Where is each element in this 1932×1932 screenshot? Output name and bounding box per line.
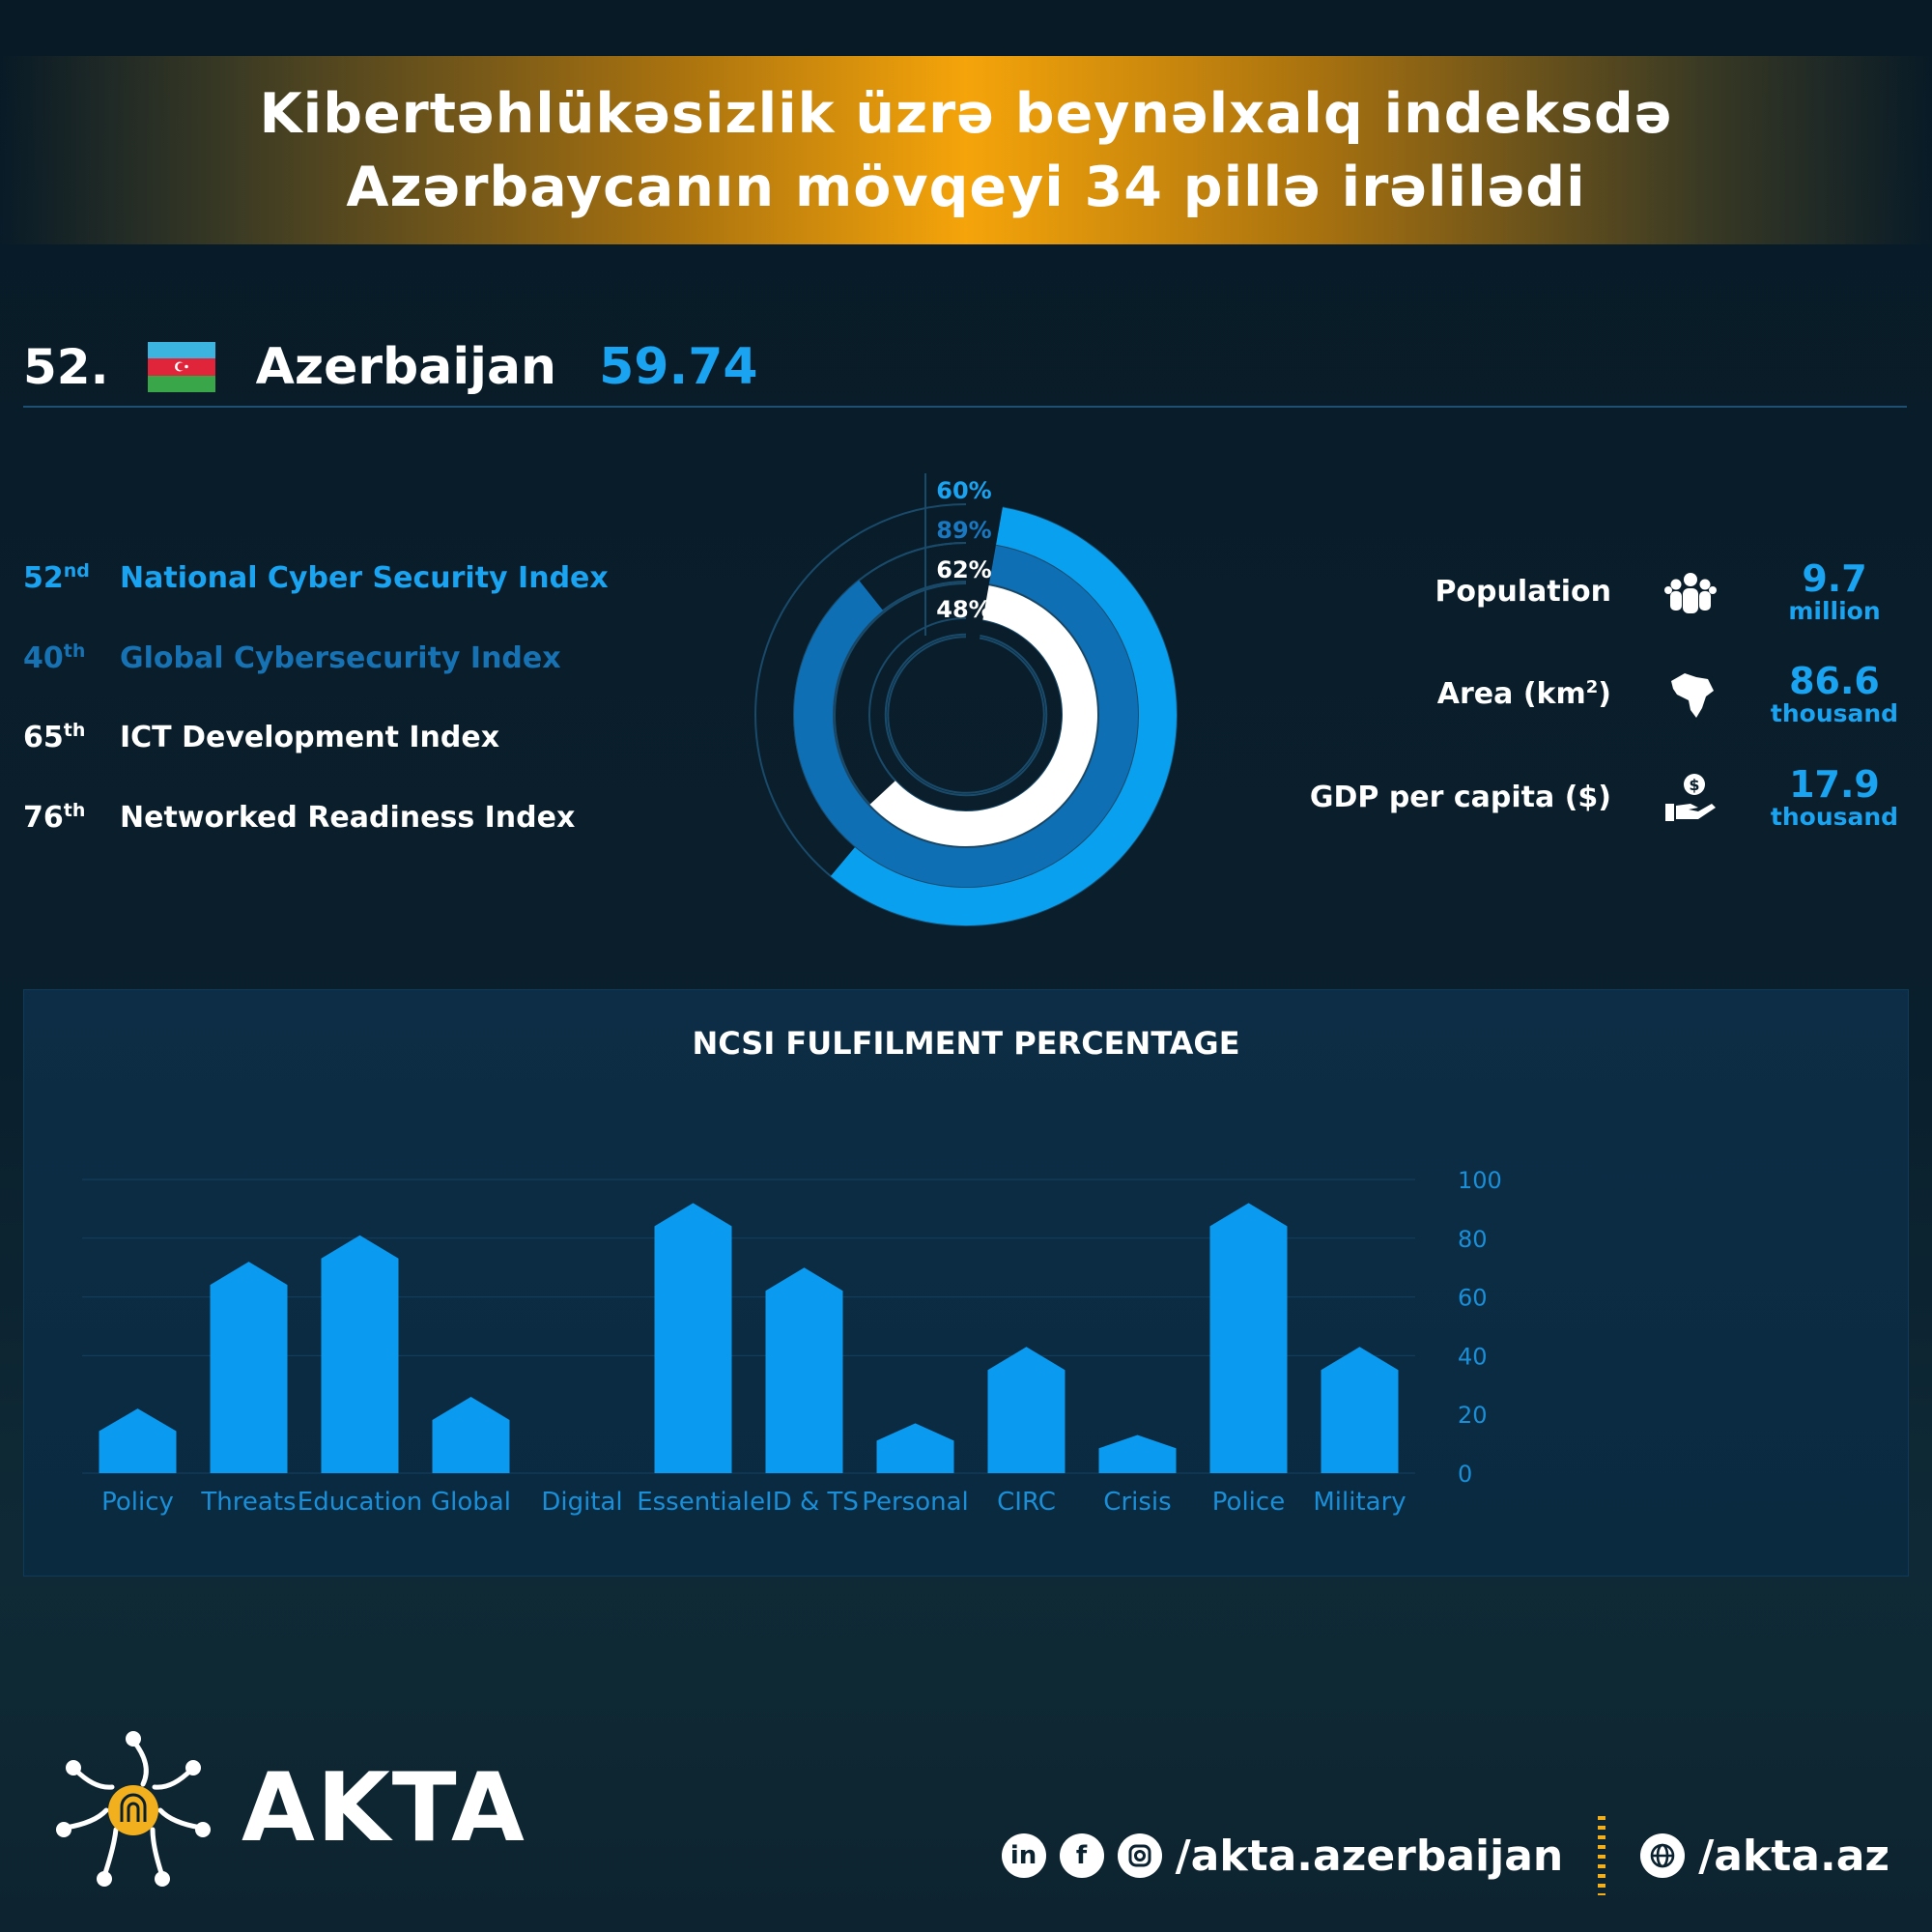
facebook-icon[interactable]: f (1059, 1833, 1104, 1878)
y-tick-label: 60 (1458, 1285, 1488, 1312)
ncsi-chart-panel: NCSI FULFILMENT PERCENTAGE 100 80 60 40 20 0 P… (23, 989, 1909, 1577)
instagram-icon[interactable] (1117, 1833, 1162, 1878)
people-icon (1662, 563, 1719, 621)
bar-Global (432, 1396, 510, 1473)
ring-arc-89% (794, 545, 1138, 887)
country-score: 59.74 (599, 338, 758, 396)
stat-gdp: GDP per capita ($) $ 17.9 thousand (1302, 766, 1907, 829)
index-name: Networked Readiness Index (120, 800, 576, 835)
x-tick-label: Essential (637, 1488, 750, 1517)
linkedin-icon[interactable]: in (1001, 1833, 1046, 1878)
y-tick-label: 40 (1458, 1343, 1488, 1370)
map-icon (1662, 666, 1719, 724)
bar-Military (1321, 1347, 1399, 1473)
svg-text:$: $ (1689, 776, 1699, 794)
x-tick-label: Digital (541, 1488, 622, 1517)
stat-value: 86.6 thousand (1770, 660, 1899, 727)
index-ring-chart: 60% 89% 62% 48% (754, 473, 1178, 926)
title-banner: Kibertəhlükəsizlik üzrə beynəlxalq indek… (0, 56, 1932, 244)
chart-title: NCSI FULFILMENT PERCENTAGE (692, 1025, 1240, 1062)
stat-population: Population 9.7 million (1302, 560, 1907, 623)
index-item-ncsi: 52nd National Cyber Security Index (23, 560, 609, 595)
bar-Threats (210, 1262, 288, 1473)
x-tick-label: Global (431, 1488, 511, 1517)
x-tick-label: Policy (101, 1488, 174, 1517)
banner-title-line-2: Azərbaycanın mövqeyi 34 pillə irəlilədi (346, 155, 1586, 219)
index-item-gci: 40th Global Cybersecurity Index (23, 640, 561, 675)
money-hand-icon: $ (1662, 769, 1719, 827)
bar-CIRC (987, 1347, 1065, 1473)
bar-Personal (876, 1423, 954, 1473)
x-tick-label: eID & TS (750, 1488, 859, 1517)
ring-label: 62% (936, 556, 991, 583)
social-handle[interactable]: /akta.azerbaijan (1175, 1831, 1564, 1881)
bar-Education (321, 1235, 399, 1473)
web-handle[interactable]: /akta.az (1698, 1831, 1889, 1881)
index-name: ICT Development Index (120, 720, 500, 754)
akta-emblem-icon (56, 1731, 211, 1887)
social-links: in f /akta.azerbaijan /akta.az (1001, 1816, 1889, 1895)
stat-label: Area (km2) (1436, 677, 1611, 711)
stat-value: 17.9 thousand (1770, 763, 1899, 831)
x-tick-label: Personal (862, 1488, 969, 1517)
ncsi-bar-chart: 100 80 60 40 20 0 Policy Threats Education Global… (82, 1167, 1502, 1517)
banner-title-line-1: Kibertəhlükəsizlik üzrə beynəlxalq indek… (259, 81, 1673, 146)
index-item-ict: 65th ICT Development Index (23, 720, 499, 754)
bar-eID & TS (765, 1267, 843, 1473)
x-tick-label: Police (1212, 1488, 1285, 1517)
ring-label: 48% (936, 596, 991, 623)
x-tick-label: Threats (200, 1488, 296, 1517)
x-tick-label: Military (1313, 1488, 1406, 1517)
bar-Police (1209, 1203, 1288, 1473)
index-rank: 52nd (23, 560, 90, 595)
brand-name: AKTA (242, 1753, 526, 1863)
ring-arc-60% (830, 507, 1177, 925)
akta-logo: AKTA (46, 1721, 526, 1895)
index-name: Global Cybersecurity Index (120, 640, 561, 675)
ring-arc-48% (969, 637, 1045, 794)
y-tick-label: 80 (1458, 1226, 1488, 1253)
country-header: 52. Azerbaijan 59.74 (23, 333, 758, 401)
bar-Essential (654, 1203, 732, 1473)
country-name: Azerbaijan (255, 338, 557, 396)
azerbaijan-flag-icon (147, 342, 215, 392)
index-rank: 40th (23, 640, 86, 675)
x-tick-label: Education (298, 1488, 422, 1517)
stat-area: Area (km2) 86.6 thousand (1302, 663, 1907, 725)
globe-icon[interactable] (1640, 1833, 1686, 1878)
bar-Policy (99, 1408, 177, 1473)
index-item-nri: 76th Networked Readiness Index (23, 800, 575, 835)
x-tick-label: CIRC (997, 1488, 1056, 1517)
index-rank: 65th (23, 720, 86, 754)
stat-label: Population (1435, 575, 1611, 609)
bar-Crisis (1098, 1435, 1177, 1473)
ring-arc-62% (869, 585, 1097, 846)
x-tick-label: Crisis (1103, 1488, 1171, 1517)
divider (1598, 1816, 1606, 1895)
header-divider (23, 406, 1907, 408)
index-name: National Cyber Security Index (120, 560, 609, 595)
y-tick-label: 20 (1458, 1402, 1488, 1429)
y-tick-label: 0 (1458, 1461, 1472, 1488)
stat-label: GDP per capita ($) (1309, 781, 1611, 814)
stat-value: 9.7 million (1788, 557, 1881, 625)
country-rank: 52. (23, 339, 109, 395)
index-rank: 76th (23, 800, 86, 835)
y-tick-label: 100 (1458, 1167, 1502, 1194)
ring-label: 89% (936, 517, 991, 544)
ring-label: 60% (936, 477, 991, 504)
